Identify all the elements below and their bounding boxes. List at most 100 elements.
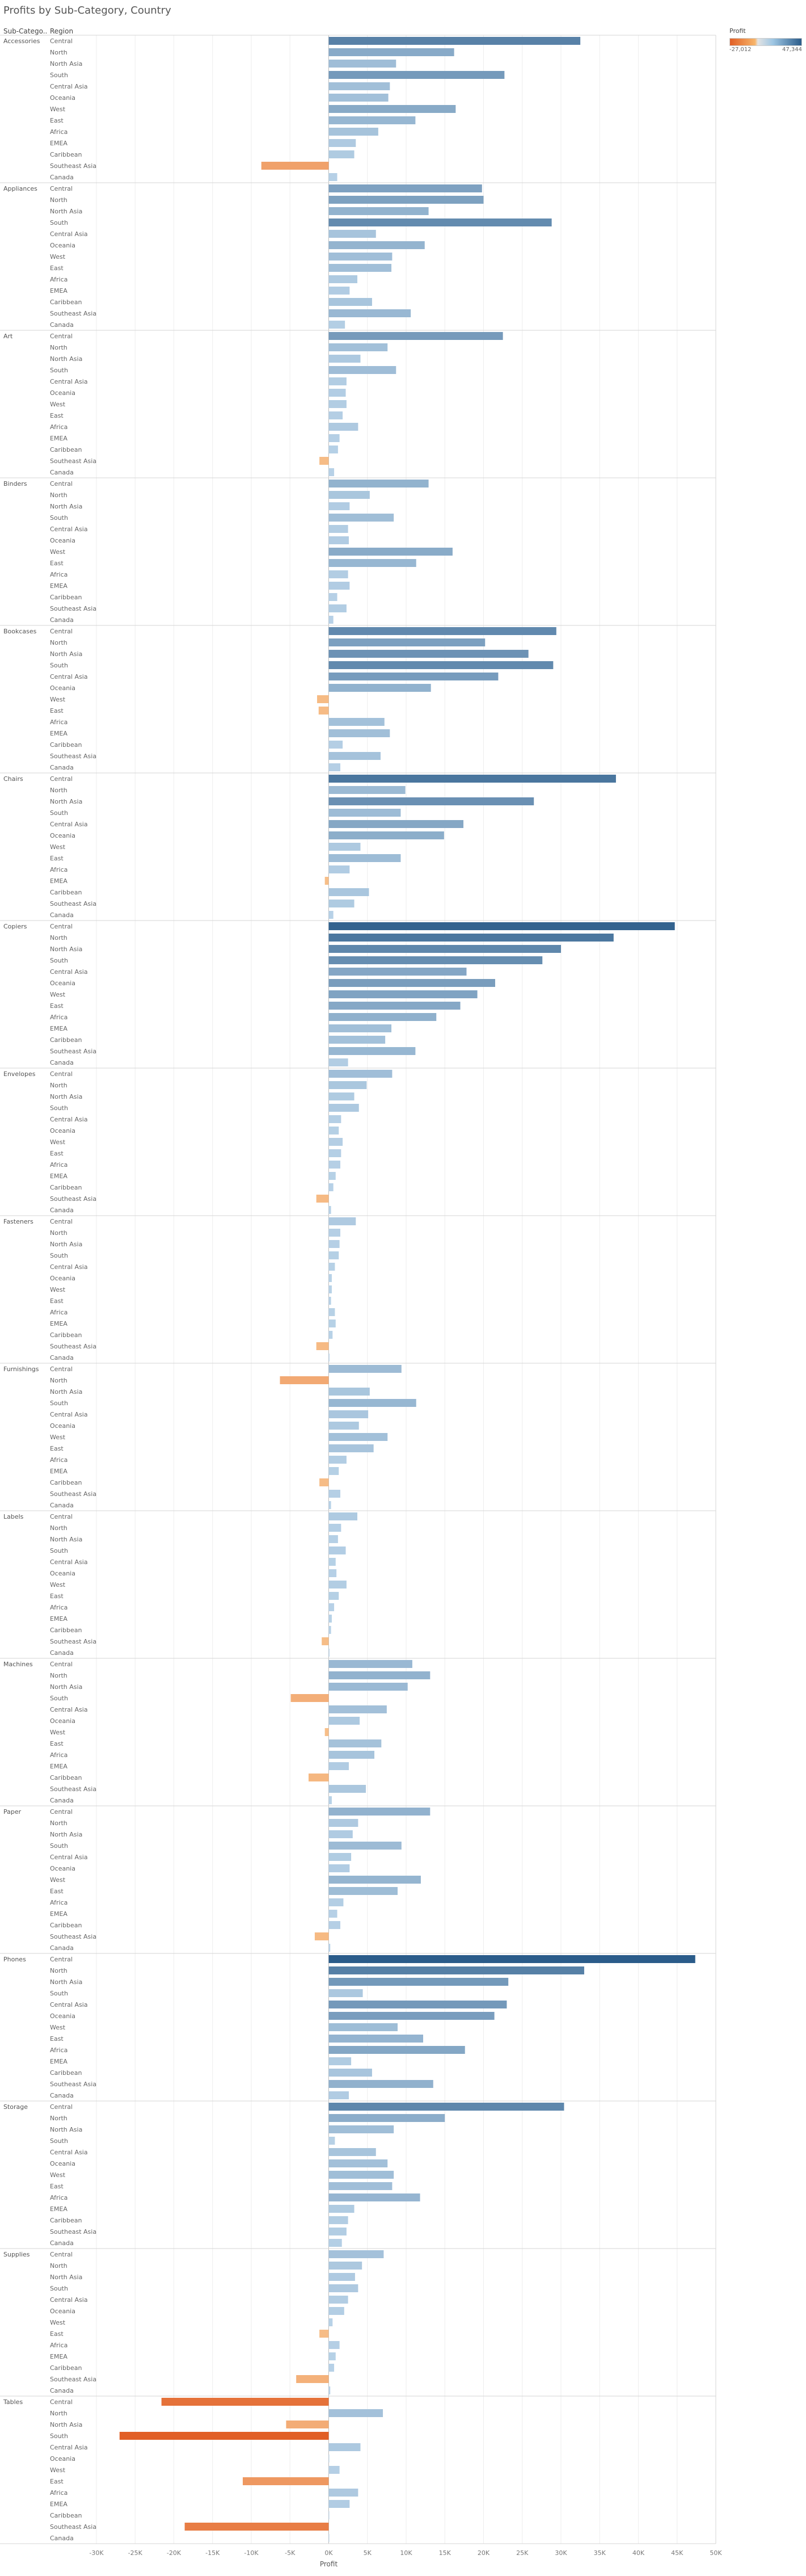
profit-bar[interactable] [328,1524,341,1532]
region-label[interactable]: Canada [50,616,74,624]
region-label[interactable]: North Asia [50,503,82,510]
region-label[interactable]: West [50,2024,66,2031]
region-label[interactable]: EMEA [50,877,67,885]
profit-bar[interactable] [328,820,464,828]
region-label[interactable]: North [50,1524,67,1532]
region-label[interactable]: South [50,1104,68,1112]
profit-bar[interactable] [328,116,416,124]
region-label[interactable]: Central Asia [50,1263,88,1271]
profit-bar[interactable] [328,1127,339,1134]
region-label[interactable]: South [50,219,68,226]
profit-bar[interactable] [328,1955,695,1963]
region-label[interactable]: Southeast Asia [50,605,96,612]
region-label[interactable]: East [50,1445,64,1452]
profit-bar[interactable] [328,434,340,442]
profit-bar[interactable] [328,854,401,862]
region-label[interactable]: Africa [50,1014,67,1021]
region-label[interactable]: West [50,2171,66,2179]
profit-bar[interactable] [328,1512,358,1520]
region-label[interactable]: West [50,1434,66,1441]
profit-bar[interactable] [328,1319,336,1327]
profit-bar[interactable] [328,1830,353,1838]
region-label[interactable]: East [50,855,64,862]
profit-bar[interactable] [328,184,482,192]
profit-bar[interactable] [328,2216,348,2224]
profit-bar[interactable] [328,990,478,998]
region-label[interactable]: Caribbean [50,1922,82,1929]
region-label[interactable]: North Asia [50,1093,82,1100]
profit-bar[interactable] [328,1751,375,1759]
profit-bar[interactable] [328,264,392,272]
region-label[interactable]: West [50,548,66,556]
region-label[interactable]: Central Asia [50,378,88,385]
profit-bar[interactable] [328,2114,445,2122]
region-label[interactable]: Canada [50,2535,74,2542]
profit-bar[interactable] [328,2057,352,2065]
region-label[interactable]: North [50,1377,67,1384]
region-label[interactable]: South [50,662,68,669]
profit-bar[interactable] [328,2466,340,2474]
profit-bar[interactable] [328,763,340,771]
profit-bar[interactable] [328,2364,335,2372]
subcategory-label[interactable]: Binders [3,480,27,488]
profit-bar[interactable] [328,1683,408,1691]
region-label[interactable]: South [50,72,68,79]
region-label[interactable]: EMEA [50,2353,67,2360]
profit-bar[interactable] [328,2489,358,2497]
region-label[interactable]: North [50,491,67,499]
region-label[interactable]: Africa [50,1751,67,1759]
profit-bar[interactable] [328,1365,402,1373]
region-label[interactable]: Oceania [50,684,75,692]
region-label[interactable]: Caribbean [50,2217,82,2224]
profit-bar[interactable] [328,218,552,226]
region-label[interactable]: Central Asia [50,1411,88,1418]
profit-bar[interactable] [328,1535,338,1543]
profit-bar[interactable] [328,196,484,204]
profit-bar[interactable] [242,2477,329,2485]
subcategory-label[interactable]: Chairs [3,775,23,783]
profit-bar[interactable] [328,865,350,873]
region-label[interactable]: EMEA [50,1910,67,1918]
profit-bar[interactable] [328,718,385,726]
region-label[interactable]: Southeast Asia [50,457,96,465]
region-label[interactable]: Canada [50,1207,74,1214]
region-label[interactable]: Oceania [50,537,75,544]
region-label[interactable]: West [50,2319,66,2326]
region-label[interactable]: Central Asia [50,821,88,828]
region-label[interactable]: EMEA [50,2205,67,2213]
region-label[interactable]: South [50,1547,68,1554]
region-label[interactable]: East [50,2183,64,2190]
profit-bar[interactable] [328,1785,366,1793]
region-label[interactable]: Oceania [50,2308,75,2315]
region-label[interactable]: Caribbean [50,1627,82,1634]
profit-bar[interactable] [328,1251,339,1259]
profit-bar[interactable] [328,2500,350,2508]
region-label[interactable]: Southeast Asia [50,1343,96,1350]
subcategory-label[interactable]: Labels [3,1513,24,1520]
region-label[interactable]: Africa [50,2046,67,2054]
profit-bar[interactable] [328,1853,352,1861]
profit-bar[interactable] [328,1422,359,1430]
profit-bar[interactable] [328,1433,388,1441]
profit-bar[interactable] [328,343,388,351]
region-label[interactable]: Central Asia [50,1116,88,1123]
profit-bar[interactable] [328,1399,416,1407]
region-label[interactable]: Central [50,2398,73,2406]
profit-bar[interactable] [328,843,361,851]
region-label[interactable]: EMEA [50,730,67,737]
region-label[interactable]: Caribbean [50,299,82,306]
profit-bar[interactable] [328,2193,420,2201]
profit-bar[interactable] [316,1342,329,1350]
profit-bar[interactable] [316,1195,329,1203]
profit-bar[interactable] [328,1058,348,1066]
region-label[interactable]: Central [50,1070,73,1078]
subcategory-label[interactable]: Envelopes [3,1070,36,1078]
profit-bar[interactable] [328,1206,331,1214]
profit-bar[interactable] [328,1615,332,1623]
subcategory-column-header[interactable]: Sub-Catego.. [3,27,48,35]
region-label[interactable]: Canada [50,321,74,329]
profit-bar[interactable] [328,1229,340,1237]
profit-bar[interactable] [328,241,425,249]
profit-bar[interactable] [328,2148,376,2156]
profit-bar[interactable] [328,1149,341,1157]
